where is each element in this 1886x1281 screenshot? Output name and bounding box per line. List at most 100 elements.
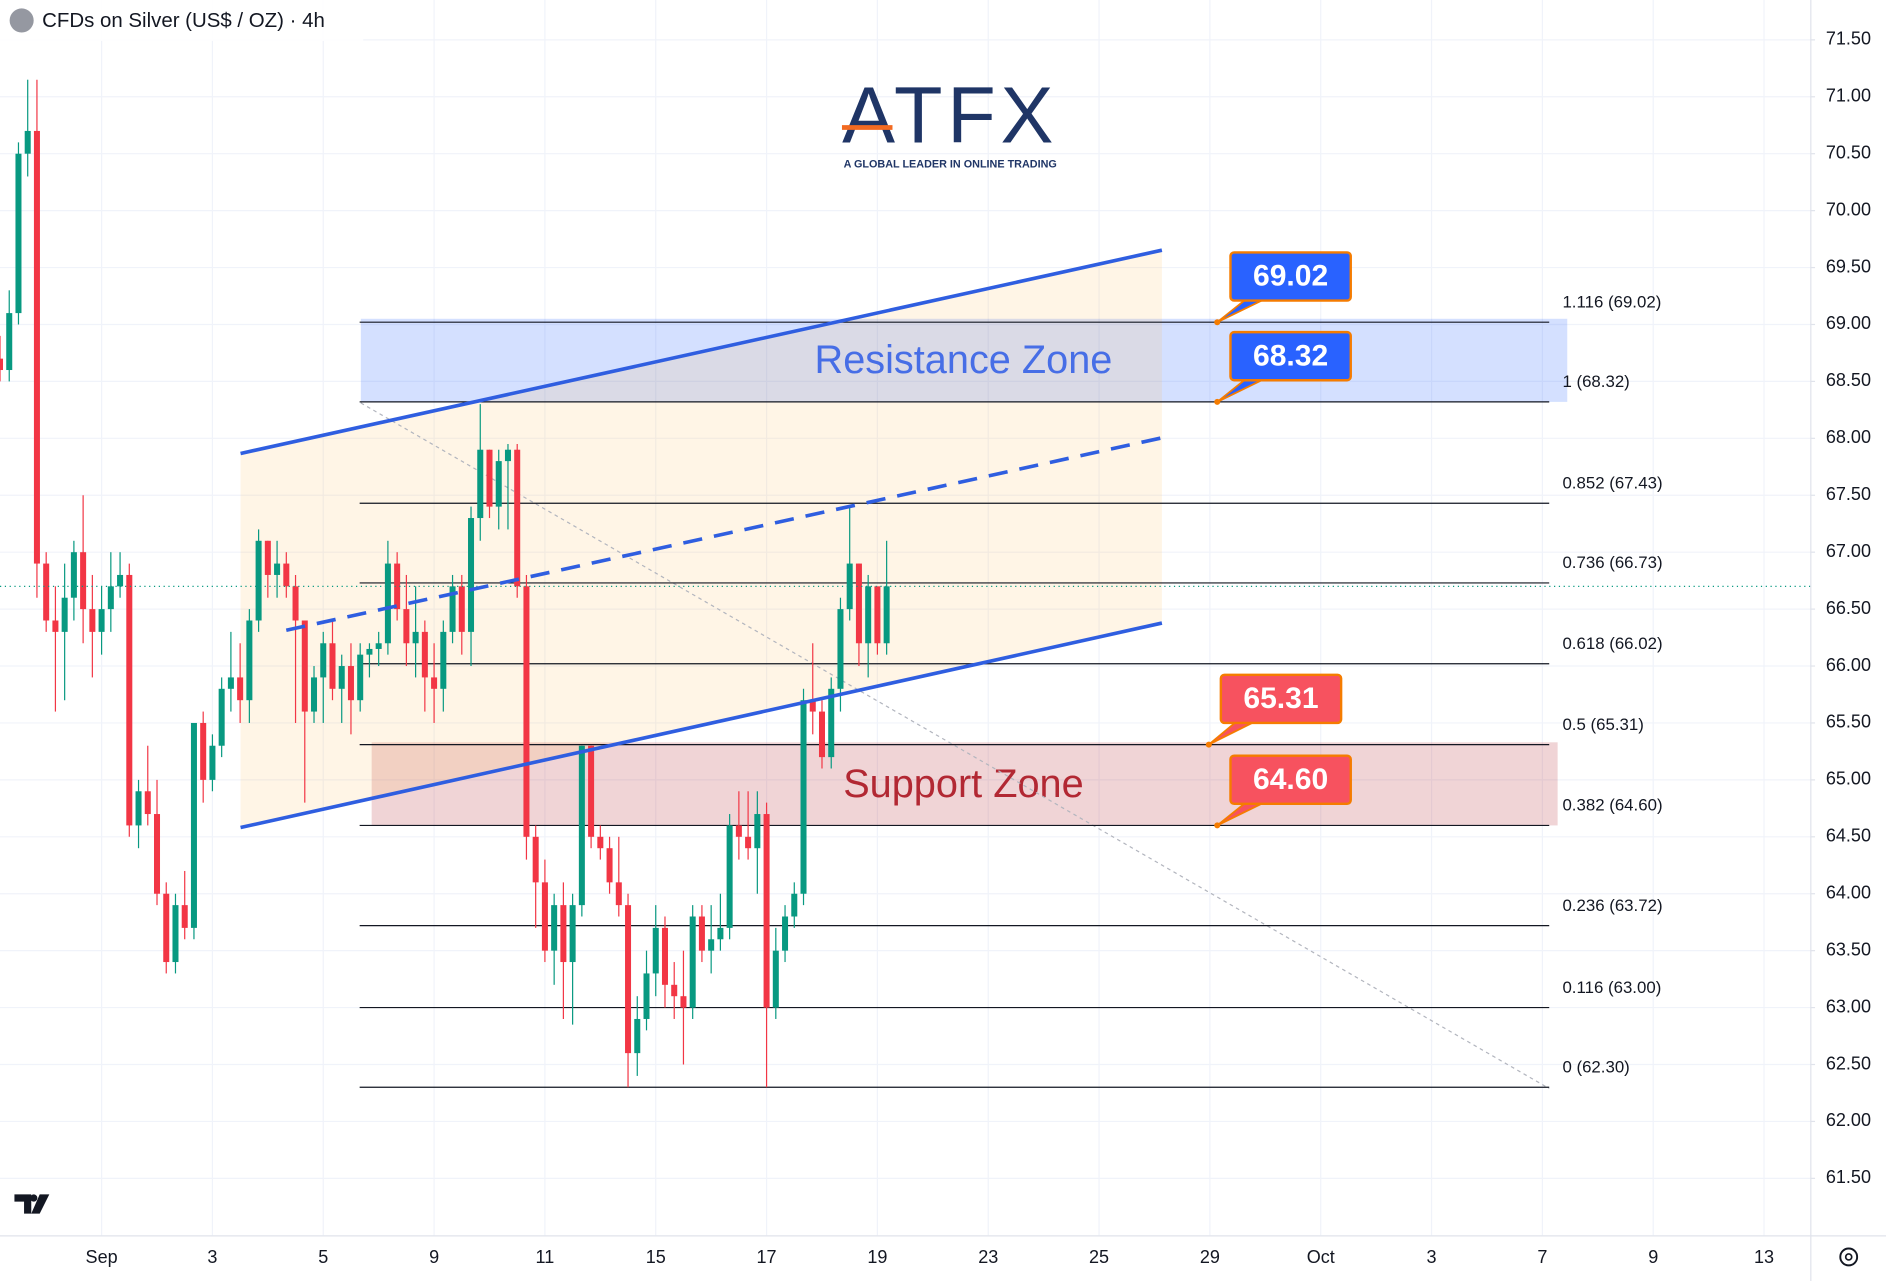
x-tick-label: 11 (536, 1247, 555, 1267)
candle-body (735, 825, 742, 837)
candle-body (449, 586, 456, 632)
candle-body (311, 677, 318, 712)
candle-body (541, 882, 548, 951)
y-tick-label: 66.00 (1826, 655, 1871, 675)
candle-body (800, 700, 807, 894)
candle-body (70, 552, 77, 598)
y-tick-label: 68.50 (1826, 370, 1871, 390)
channel-middle (285, 436, 1163, 633)
candle-body (514, 449, 521, 587)
candle-body (107, 586, 114, 610)
candle-body (578, 745, 585, 906)
candle-body (717, 927, 724, 940)
x-tick-label: 15 (646, 1247, 666, 1267)
candle-body (791, 893, 798, 917)
candle-body (782, 916, 789, 951)
y-tick-label: 71.00 (1826, 86, 1871, 106)
y-tick-label: 66.50 (1826, 598, 1871, 618)
candle-body (828, 688, 835, 758)
candle-body (440, 631, 447, 689)
candle-body (227, 677, 234, 689)
candle-body (403, 609, 410, 644)
y-tick-label: 65.00 (1826, 769, 1871, 789)
candle-body (24, 130, 31, 154)
fib-label: 0.116 (63.00) (1562, 978, 1661, 997)
zone-label: Support Zone (843, 762, 1084, 806)
fib-label: 1 (68.32) (1562, 372, 1629, 391)
candle-body (375, 643, 382, 649)
candle-body (772, 950, 779, 1008)
candle-body (615, 882, 622, 906)
y-tick-label: 68.00 (1826, 427, 1871, 447)
candle-body (560, 905, 567, 963)
settings-button[interactable] (1839, 1247, 1859, 1267)
candle-body (846, 563, 853, 610)
candle-body (264, 540, 271, 575)
callout-box (1229, 754, 1352, 805)
candle-body (763, 814, 770, 1008)
candle-body (606, 848, 613, 883)
candle-body (532, 836, 539, 883)
x-tick-label: 13 (1754, 1247, 1774, 1267)
y-axis: 71.50 71.00 70.50 70.00 69.50 69.00 68.50 68.00… (1810, 29, 1871, 1187)
y-tick-label: 70.00 (1826, 199, 1871, 219)
x-tick-label: 23 (978, 1247, 998, 1267)
candle-body (661, 927, 668, 985)
candle-body (477, 449, 484, 519)
x-tick-label: 3 (1427, 1247, 1437, 1267)
callout-anchor (1214, 822, 1221, 829)
candle-body (504, 449, 511, 462)
candle-body (551, 905, 558, 951)
candle-body (837, 609, 844, 689)
candle-body (671, 984, 678, 997)
candle-body (384, 563, 391, 644)
x-tick-label: 17 (757, 1247, 777, 1267)
candle-body (458, 586, 465, 632)
candle-body (98, 609, 105, 632)
settings-icon[interactable] (1839, 1247, 1859, 1267)
watermark-tagline: A GLOBAL LEADER IN ONLINE TRADING (844, 159, 1057, 171)
candle-body (43, 563, 50, 621)
candle-body (495, 461, 502, 507)
callout-label: 69.02 (1253, 260, 1328, 293)
callout-label: 68.32 (1253, 339, 1328, 372)
candle-body (163, 893, 170, 963)
candle-body (0, 358, 4, 371)
x-axis: Sep 3 5 9 11 15 17 19 23 25 29 Oct 3 7 9 13 (86, 1247, 1775, 1267)
candle-body (809, 700, 816, 712)
candle-body (255, 540, 262, 621)
candle-body (357, 654, 364, 701)
candle-body (89, 609, 96, 632)
candle-body (33, 130, 40, 564)
y-tick-label: 62.50 (1826, 1053, 1871, 1073)
x-tick-label: 3 (207, 1247, 217, 1267)
candle-body (569, 905, 576, 963)
fib-label: 1.116 (69.02) (1562, 292, 1661, 311)
x-tick-label: 7 (1537, 1247, 1547, 1267)
y-tick-label: 67.50 (1826, 484, 1871, 504)
candle-body (190, 722, 197, 928)
candle-body (523, 586, 530, 837)
callout-anchor (1214, 319, 1221, 326)
candle-body (680, 996, 687, 1008)
candle-body (329, 643, 336, 689)
y-tick-label: 62.00 (1826, 1110, 1871, 1130)
candle-body (754, 814, 761, 849)
candle-body (652, 927, 659, 974)
candle-body (634, 1018, 641, 1054)
candle-body (366, 648, 373, 655)
candle-body (301, 620, 308, 712)
channel-upper (240, 248, 1163, 456)
candle-body (421, 631, 428, 678)
trend-diagonal (360, 402, 1550, 1090)
fib-label: 0.618 (66.02) (1562, 634, 1662, 653)
fib-label: 0.382 (64.60) (1562, 796, 1662, 815)
x-tick-label: 9 (429, 1247, 439, 1267)
symbol-title: CFDs on Silver (US$ / OZ) · 4h (42, 9, 325, 32)
y-tick-label: 69.50 (1826, 256, 1871, 276)
x-tick-label: 29 (1200, 1247, 1220, 1267)
settings-icon-core[interactable] (1844, 1253, 1853, 1261)
x-tick-label: 5 (318, 1247, 328, 1267)
